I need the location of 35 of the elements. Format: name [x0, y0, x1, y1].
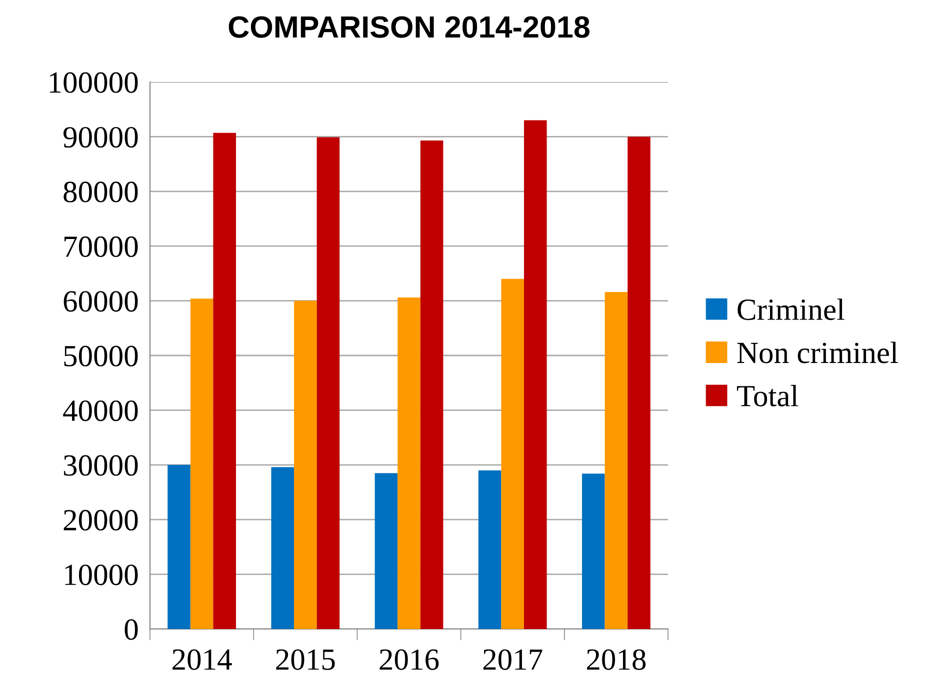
bar [478, 470, 502, 629]
legend-label: Non criminel [737, 342, 898, 364]
y-tick-label: 90000 [63, 126, 138, 148]
x-tick-label: 2014 [172, 649, 232, 670]
bar [294, 300, 317, 629]
chart-title: COMPARISON 2014-2018 [228, 16, 590, 38]
y-tick-label: 50000 [64, 346, 138, 366]
bar [582, 474, 605, 629]
x-tick-label: 2015 [276, 649, 335, 670]
bar [604, 292, 628, 629]
y-tick-label: 10000 [65, 564, 138, 586]
y-tick-label: 80000 [64, 182, 138, 202]
legend-label: Total [736, 384, 798, 406]
x-tick-label: 2018 [586, 649, 646, 670]
bar [398, 298, 420, 629]
y-tick-label: 100000 [50, 72, 138, 93]
bar [271, 467, 294, 629]
bar [316, 137, 340, 629]
bar [628, 136, 650, 629]
y-tick-label: 60000 [64, 291, 138, 312]
bar [501, 278, 524, 629]
bar [524, 120, 547, 629]
y-tick-label: 70000 [64, 236, 138, 257]
bar [420, 140, 444, 629]
bar [213, 132, 236, 629]
x-tick-label: 2016 [380, 649, 439, 670]
y-tick-label: 40000 [63, 400, 138, 422]
bar [190, 298, 214, 629]
x-tick-label: 2017 [483, 649, 542, 670]
y-tick-label: 0 [124, 619, 138, 640]
y-tick-label: 20000 [64, 510, 138, 530]
legend-label: Criminel [738, 298, 844, 320]
bar [374, 473, 398, 629]
y-tick-label: 30000 [64, 455, 138, 476]
bar [168, 464, 190, 629]
